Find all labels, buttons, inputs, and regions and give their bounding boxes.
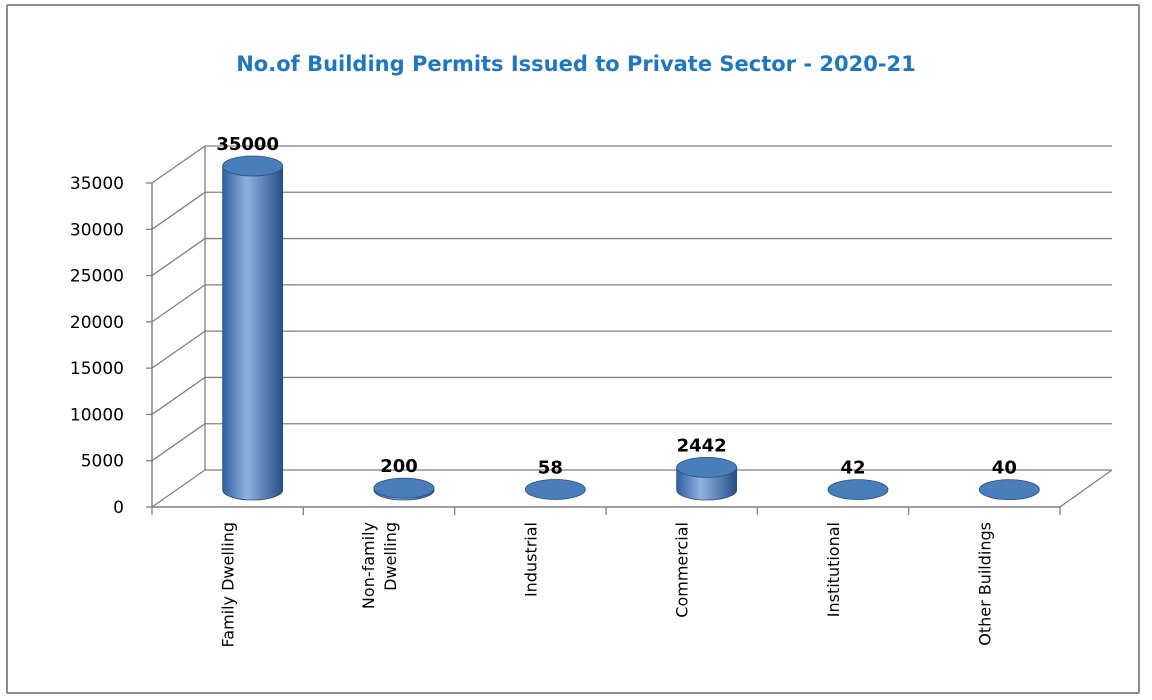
wall-line <box>151 469 206 508</box>
data-label: 2442 <box>677 435 727 456</box>
wall-line <box>151 191 206 230</box>
floor-right-edge <box>1059 469 1113 508</box>
category-label: Commercial <box>673 522 692 618</box>
wall-line <box>151 376 206 415</box>
y-tick-label: 30000 <box>70 220 124 240</box>
y-tick-label: 10000 <box>70 405 124 425</box>
bar-layer <box>222 155 1040 501</box>
bar-body <box>222 165 284 501</box>
axis-layer: 0 5000 10000 15000 20000 25000 30000 35000 <box>70 174 1061 518</box>
wall-line <box>151 423 206 462</box>
bar-top <box>978 479 1040 501</box>
category-label: Family Dwelling <box>219 522 238 647</box>
wall-line <box>151 238 206 277</box>
category-label: Dwelling <box>381 522 400 591</box>
chart-frame <box>6 4 1140 694</box>
category-label: Other Buildings <box>975 522 994 646</box>
wall-line <box>151 284 206 323</box>
wall-line <box>151 330 206 369</box>
bar-top <box>827 479 889 501</box>
bar-top <box>676 456 738 478</box>
bar-top <box>222 155 284 177</box>
bar-top <box>373 477 435 499</box>
category-label: Industrial <box>521 522 540 597</box>
y-tick-label: 25000 <box>70 267 124 287</box>
data-label: 200 <box>380 456 418 477</box>
data-label: 42 <box>840 458 865 479</box>
y-tick-label: 35000 <box>70 174 124 194</box>
category-label: Institutional <box>824 522 843 617</box>
data-label: 35000 <box>216 134 279 155</box>
y-tick-label: 0 <box>113 498 124 518</box>
y-tick-label: 5000 <box>81 452 124 472</box>
y-tick-label: 15000 <box>70 359 124 379</box>
data-label: 40 <box>992 458 1017 479</box>
bar-top <box>524 479 586 500</box>
category-label: Non-family <box>359 522 378 609</box>
grid-layer <box>151 145 1113 508</box>
wall-line <box>151 145 206 184</box>
chart-title: No.of Building Permits Issued to Private… <box>236 52 916 76</box>
y-tick-label: 20000 <box>70 313 124 333</box>
data-label: 58 <box>538 457 563 478</box>
label-layer: 35000 Family Dwelling 200 Non-family Dwellin… <box>216 134 1017 647</box>
